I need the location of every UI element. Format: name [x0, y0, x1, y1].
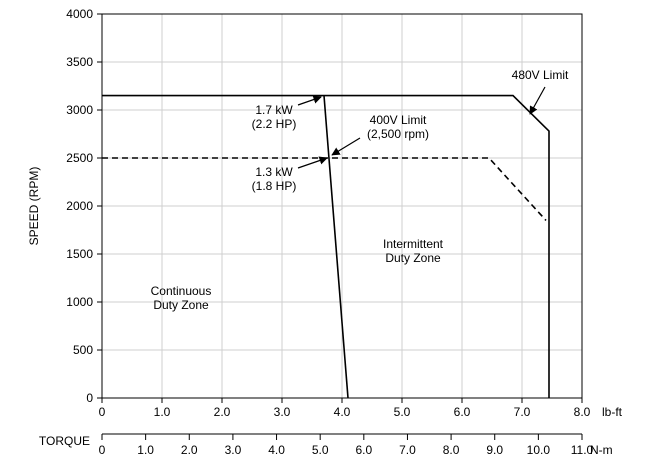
y-tick-label: 3500 [66, 55, 93, 69]
x-tick-label-lbft: 7.0 [514, 405, 531, 419]
ann-13kw-line: 1.3 kW [255, 165, 293, 179]
ann-480v-arrow [529, 86, 546, 115]
y-tick-label: 2500 [66, 151, 93, 165]
y-tick-label: 1500 [66, 247, 93, 261]
ann-13kw-arrow [297, 156, 328, 169]
x-tick-label-nm: 9.0 [486, 443, 503, 457]
y-axis-label: SPEED (RPM) [27, 167, 41, 246]
x-tick-label-lbft: 6.0 [454, 405, 471, 419]
x-tick-label-lbft: 3.0 [274, 405, 291, 419]
x-unit-nm: N-m [590, 443, 613, 457]
y-tick-label: 3000 [66, 103, 93, 117]
x-tick-label-lbft: 1.0 [154, 405, 171, 419]
ann-400v-arrow [331, 137, 361, 156]
ann-400v-line: (2,500 rpm) [367, 127, 429, 141]
x-tick-label-nm: 8.0 [443, 443, 460, 457]
ann-400v-line: 400V Limit [370, 113, 427, 127]
ann-intermittent-line: Duty Zone [385, 251, 441, 265]
ann-480v: 480V Limit [512, 68, 569, 82]
annotations: 1.7 kW (2.2 HP)1.3 kW (1.8 HP)400V Limit (2… [151, 68, 569, 312]
ann-400v: 400V Limit (2,500 rpm) [367, 113, 429, 141]
grid-lines [102, 14, 582, 398]
ann-17kw-line: (2.2 HP) [252, 117, 297, 131]
x-tick-label-nm: 2.0 [181, 443, 198, 457]
ann-intermittent: Intermittent Duty Zone [383, 237, 444, 265]
y-tick-label: 2000 [66, 199, 93, 213]
x-tick-label-lbft: 2.0 [214, 405, 231, 419]
x-tick-label-lbft: 5.0 [394, 405, 411, 419]
x-tick-label-nm: 6.0 [355, 443, 372, 457]
plot-frame [101, 13, 583, 399]
x-tick-label-nm: 3.0 [225, 443, 242, 457]
series-line-2 [323, 95, 349, 399]
y-tick-label: 4000 [66, 7, 93, 21]
ann-continuous: Continuous Duty Zone [151, 284, 212, 312]
x-tick-label-lbft: 4.0 [334, 405, 351, 419]
y-tick-label: 1000 [66, 295, 93, 309]
ann-17kw-arrow [297, 95, 322, 106]
ann-17kw: 1.7 kW (2.2 HP) [252, 103, 297, 131]
x-tick-label-nm: 5.0 [312, 443, 329, 457]
x-tick-label-nm: 11.0 [571, 443, 594, 457]
ann-13kw-line: (1.8 HP) [252, 179, 297, 193]
series-line-1 [102, 157, 547, 221]
x-tick-label-nm: 10.0 [527, 443, 551, 457]
x-tick-label-nm: 7.0 [399, 443, 416, 457]
y-tick-label: 0 [86, 391, 93, 405]
x-axis-title-torque: TORQUE [39, 434, 90, 448]
tick-labels: 0 500 1000 1500 2000 2500 3000 3500 4000 0 1.0 2.0 3… [27, 7, 623, 457]
x-unit-lbft: lb-ft [602, 405, 623, 419]
ann-intermittent-line: Intermittent [383, 237, 444, 251]
x-tick-label-nm: 4.0 [268, 443, 285, 457]
y-tick-label: 500 [73, 343, 93, 357]
ann-13kw: 1.3 kW (1.8 HP) [252, 165, 297, 193]
x-tick-label-lbft: 0 [99, 405, 106, 419]
ann-continuous-line: Continuous [151, 284, 212, 298]
ann-continuous-line: Duty Zone [153, 298, 209, 312]
x-tick-label-nm: 0 [99, 443, 106, 457]
x-tick-label-lbft: 8.0 [574, 405, 591, 419]
axes [97, 13, 583, 440]
x-tick-label-nm: 1.0 [137, 443, 154, 457]
ann-480v-line: 480V Limit [512, 68, 569, 82]
series-layer [102, 94, 550, 399]
ann-17kw-line: 1.7 kW [255, 103, 293, 117]
series-line-0 [102, 94, 550, 398]
